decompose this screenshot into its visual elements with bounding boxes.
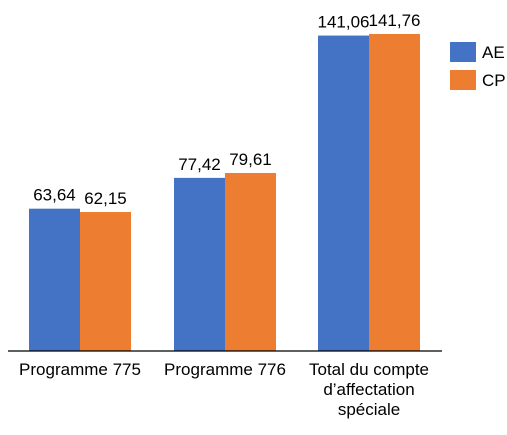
category-label-3-line-2: d’affectation — [323, 380, 414, 399]
value-label-cp-3: 141,76 — [369, 11, 421, 30]
legend-label-cp: CP — [482, 71, 506, 90]
value-label-ae-1: 63,64 — [33, 186, 76, 205]
bar-ae-2 — [174, 177, 225, 351]
value-label-ae-2: 77,42 — [178, 155, 221, 174]
legend-swatch-ae — [450, 42, 476, 62]
bar-ae-1 — [29, 208, 80, 351]
bar-ae-3 — [318, 35, 369, 352]
bars-group — [29, 34, 420, 352]
legend-swatch-cp — [450, 70, 476, 90]
legend-label-ae: AE — [482, 43, 505, 62]
value-labels-group: 63,64 62,15 77,42 79,61 141,06 141,76 — [33, 11, 420, 208]
value-label-cp-2: 79,61 — [229, 150, 272, 169]
legend: AE CP — [450, 42, 506, 90]
category-label-3-line-1: Total du compte — [309, 360, 429, 379]
bar-cp-1 — [80, 212, 131, 351]
category-label-1-line-1: Programme 775 — [19, 360, 141, 379]
category-label-3-line-3: spéciale — [338, 400, 400, 419]
bar-cp-3 — [369, 34, 420, 351]
category-label-2-line-1: Programme 776 — [164, 360, 286, 379]
value-label-cp-1: 62,15 — [84, 189, 127, 208]
value-label-ae-3: 141,06 — [318, 13, 370, 32]
bar-cp-2 — [225, 172, 276, 351]
category-labels-group: Programme 775 Programme 776 Total du compt… — [19, 360, 429, 419]
